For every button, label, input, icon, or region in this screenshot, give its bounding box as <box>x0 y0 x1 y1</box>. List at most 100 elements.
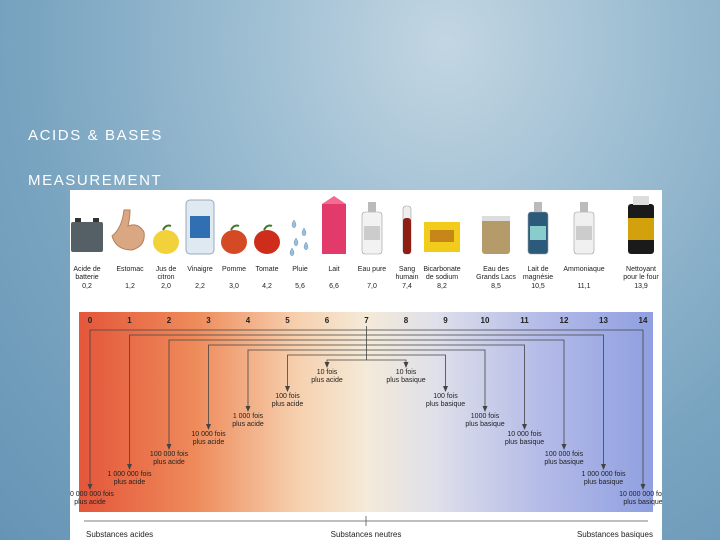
base-factor-label: 100 000 fois plus basique <box>544 451 583 466</box>
ammonia-bottle-icon <box>573 202 595 255</box>
base-arrow <box>366 334 604 464</box>
acid-arrowhead <box>87 484 93 490</box>
ph-tick-label: 7 <box>364 316 369 325</box>
ph-tick-label: 4 <box>246 316 251 325</box>
substance-name: batterie <box>75 274 98 281</box>
acid-arrow <box>168 339 367 444</box>
substance-ph-value: 11,1 <box>577 283 590 290</box>
ph-tick-label: 3 <box>206 316 211 325</box>
acid-arrow <box>287 354 367 386</box>
base-arrow <box>366 344 525 424</box>
acid-arrowhead <box>206 424 211 430</box>
ph-tick-label: 2 <box>167 316 172 325</box>
acid-factor-label: 1 000 000 fois plus acide <box>108 471 152 486</box>
base-factor-label: 1 000 000 fois plus basique <box>582 471 626 486</box>
footer-base-label: Substances basiques <box>577 530 653 539</box>
water-bottle-icon <box>361 202 383 255</box>
apple-icon <box>221 224 247 254</box>
substance-name: Grands Lacs <box>476 274 516 281</box>
substance-name: Sang <box>399 266 415 273</box>
magnesia-bottle-icon <box>527 202 549 255</box>
base-arrow <box>366 354 446 386</box>
substance-ph-value: 8,5 <box>491 283 501 290</box>
base-factor-label: 10 fois plus basique <box>386 369 425 384</box>
substance-name: Ammoniaque <box>563 266 604 273</box>
substance-name: Nettoyant <box>626 266 656 273</box>
raindrops-icon <box>289 219 309 257</box>
base-arrowhead <box>561 444 567 450</box>
acid-factor-label: 10 fois plus acide <box>311 369 343 384</box>
substance-name: Eau pure <box>358 266 387 273</box>
ph-tick-label: 8 <box>404 316 409 325</box>
substance-ph-value: 8,2 <box>437 283 447 290</box>
substance-name: Lait <box>328 266 339 273</box>
base-arrowhead <box>601 464 606 470</box>
substance-name: Tomate <box>256 266 279 273</box>
acid-arrowhead <box>285 386 290 392</box>
substance-name: Lait de <box>527 266 548 273</box>
baking-soda-box-icon <box>424 222 460 252</box>
ph-tick-label: 9 <box>443 316 448 325</box>
substance-ph-value: 7,4 <box>402 283 412 290</box>
acid-factor-label: 10 000 000 fois plus acide <box>70 491 114 506</box>
substance-ph-value: 10,5 <box>531 283 545 290</box>
substance-name: magnésie <box>523 274 553 281</box>
substance-ph-value: 5,6 <box>295 283 305 290</box>
acid-arrow <box>129 334 367 464</box>
substance-ph-value: 6,6 <box>329 283 339 290</box>
substance-ph-value: 2,2 <box>195 283 205 290</box>
base-arrowhead <box>443 386 448 392</box>
substance-ph-value: 0,2 <box>82 283 92 290</box>
base-arrowhead <box>403 362 409 368</box>
base-arrow <box>366 359 407 362</box>
battery-icon <box>71 218 103 252</box>
acid-arrow <box>326 359 367 362</box>
base-arrowhead <box>522 424 527 430</box>
base-arrow <box>366 329 644 484</box>
acid-arrow <box>208 344 367 424</box>
substance-ph-value: 4,2 <box>262 283 272 290</box>
ph-tick-label: 12 <box>560 316 569 325</box>
substance-ph-value: 3,0 <box>229 283 239 290</box>
footer-neutral-label: Substances neutres <box>331 530 402 539</box>
substance-name: de sodium <box>426 274 458 281</box>
ph-tick-label: 14 <box>639 316 648 325</box>
acid-arrowhead <box>245 406 251 412</box>
acid-arrow <box>247 349 367 406</box>
substance-name: Vinaigre <box>187 266 213 273</box>
acid-factor-label: 1 000 fois plus acide <box>232 413 264 428</box>
tomato-icon <box>254 224 280 254</box>
blood-tube-icon <box>402 205 412 255</box>
ph-tick-label: 1 <box>127 316 132 325</box>
base-factor-label: 100 fois plus basique <box>426 393 465 408</box>
acid-factor-label: 10 000 fois plus acide <box>191 431 226 446</box>
base-arrowhead <box>640 484 646 490</box>
substance-name: Pomme <box>222 266 246 273</box>
acid-arrow <box>89 329 367 484</box>
acid-arrowhead <box>166 444 172 450</box>
ph-tick-label: 6 <box>325 316 330 325</box>
ph-scale-figure: Acide de batterie 0,2 Estomac 1,2 Jus de citro… <box>70 190 662 540</box>
substance-name: Bicarbonate <box>423 266 460 273</box>
substance-ph-value: 2,0 <box>161 283 171 290</box>
milk-carton-icon <box>322 196 346 254</box>
base-arrowhead <box>482 406 488 412</box>
vinegar-jug-icon <box>185 199 215 255</box>
stomach-icon <box>111 209 145 251</box>
substance-name: Acide de <box>73 266 100 273</box>
substance-name: Eau des <box>483 266 509 273</box>
substance-ph-value: 7,0 <box>367 283 377 290</box>
base-factor-label: 10 000 fois plus basique <box>505 431 544 446</box>
base-factor-label: 1000 fois plus basique <box>465 413 504 428</box>
acid-factor-label: 100 fois plus acide <box>272 393 304 408</box>
oven-cleaner-can-icon <box>628 196 654 254</box>
base-arrow <box>366 349 486 406</box>
ph-tick-label: 0 <box>88 316 93 325</box>
substance-name: Pluie <box>292 266 308 273</box>
footer-acid-label: Substances acides <box>86 530 153 539</box>
substance-name: Jus de <box>156 266 177 273</box>
base-arrow <box>366 339 565 444</box>
substance-name: pour le four <box>623 274 659 281</box>
